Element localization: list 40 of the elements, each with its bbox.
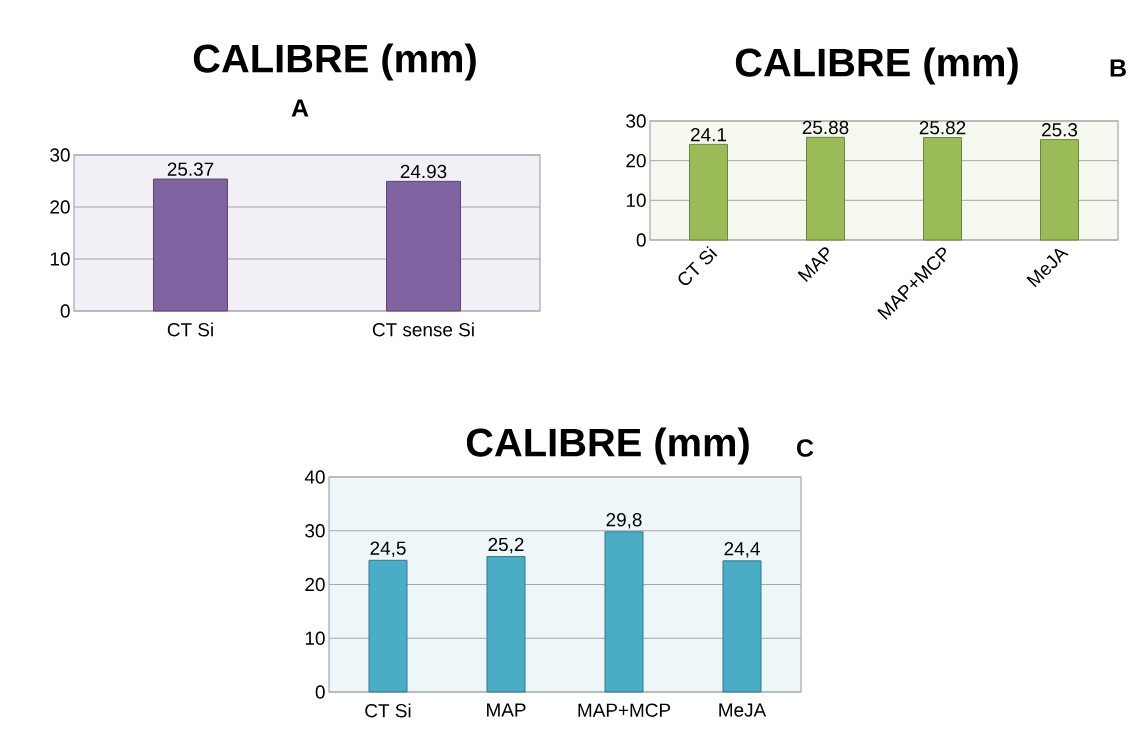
x-tick-label: CT sense Si [372,322,474,337]
x-tick-label: CT Si [167,322,213,337]
data-label: 25.3 [1042,123,1078,137]
data-label: 25.82 [919,120,966,135]
data-label: 29,8 [606,512,642,529]
data-label: 24.1 [691,127,726,142]
chart-subtitle: A [291,99,309,117]
data-label: 25.88 [802,120,849,135]
y-tick-label: 30 [305,524,325,538]
y-tick-label: 0 [60,304,70,318]
y-tick-label: 10 [50,252,70,266]
y-tick-label: 0 [315,685,325,699]
x-tick-label: MeJA [719,703,767,717]
y-tick-label: 30 [50,148,70,162]
bar [486,556,526,693]
y-tick-label: 40 [304,470,325,484]
chart-title: CALIBRE (mm) [466,427,749,465]
bar [368,559,408,693]
x-tick-label: CT Si [678,245,718,286]
y-tick-label: 20 [50,200,70,214]
y-tick-label: 10 [305,631,325,645]
y-tick-label: 30 [626,114,646,128]
chart-title: CALIBRE (mm) [193,43,476,81]
data-label: 25,2 [488,537,524,554]
bar [604,531,644,693]
x-tick-label: CT Si [365,703,411,718]
y-tick-label: 0 [636,233,646,247]
chart-subtitle: C [797,439,814,457]
data-label: 25.37 [167,162,214,176]
data-label: 24.93 [400,164,447,179]
bar [722,560,762,693]
data-label: 24,5 [370,541,406,558]
data-label: 24,4 [724,542,760,558]
y-tick-label: 20 [626,153,646,168]
y-tick-label: 10 [626,193,646,208]
chart-subtitle: B [1110,59,1126,77]
chart-title: CALIBRE (mm) [735,47,1018,85]
x-tick-label: MAP+MCP [578,703,671,717]
y-tick-label: 20 [305,577,325,592]
x-tick-label: MAP [487,703,526,717]
